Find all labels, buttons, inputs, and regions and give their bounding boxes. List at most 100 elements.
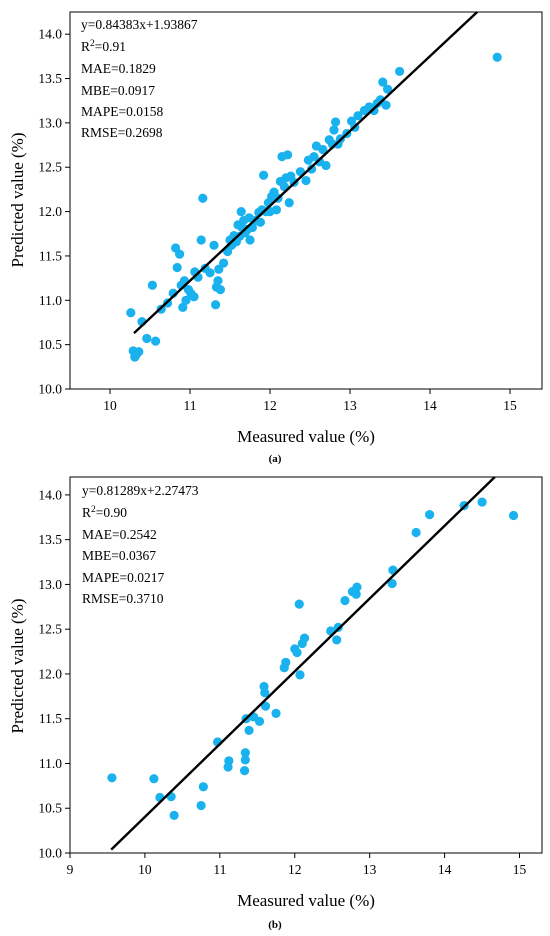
data-point — [240, 748, 250, 758]
data-point — [211, 300, 221, 310]
data-point — [213, 276, 223, 286]
x-tick-label: 14 — [438, 862, 452, 877]
r-squared-value: =0.91 — [95, 39, 126, 54]
r-squared: R2=0.90 — [82, 505, 127, 520]
x-tick-label: 10 — [103, 398, 117, 413]
y-tick-label: 13.5 — [38, 532, 62, 547]
data-point — [353, 111, 363, 121]
data-point — [292, 647, 302, 658]
y-tick-label: 12.0 — [38, 204, 62, 219]
x-tick-label: 12 — [288, 862, 302, 877]
data-point — [259, 170, 269, 180]
data-point — [209, 240, 219, 250]
data-point — [215, 285, 225, 295]
data-point — [260, 688, 270, 698]
y-tick-label: 12.0 — [38, 666, 62, 681]
x-tick-label: 9 — [67, 862, 74, 877]
data-point — [329, 125, 339, 135]
data-point — [244, 725, 254, 735]
data-point — [175, 249, 185, 259]
y-tick-label: 10.5 — [38, 337, 62, 352]
data-point — [395, 66, 405, 77]
data-point — [169, 810, 179, 821]
mae-value: MAE=0.2542 — [82, 527, 157, 542]
data-point — [284, 198, 294, 208]
data-point — [492, 52, 502, 62]
data-point — [196, 800, 206, 811]
x-axis-ticks: 9 10 11 12 13 14 15 — [67, 853, 527, 877]
data-point — [205, 268, 215, 278]
plot-frame — [69, 11, 543, 390]
x-tick-label: 15 — [513, 862, 527, 877]
data-point — [271, 205, 281, 215]
data-point — [134, 347, 144, 357]
data-point — [318, 144, 328, 155]
r-squared-symbol: R — [82, 505, 91, 520]
data-point — [383, 84, 393, 94]
r-squared-exponent: 2 — [91, 505, 96, 515]
y-tick-label: 12.5 — [38, 160, 62, 175]
stats-box: y=0.81289x+2.27473 R2=0.90 MAE=0.2542 MB… — [82, 483, 199, 606]
data-point — [281, 657, 291, 667]
data-point — [381, 100, 391, 110]
data-point — [351, 589, 361, 599]
data-point — [214, 264, 224, 274]
y-tick-label: 13.0 — [38, 115, 62, 130]
mape-value: MAPE=0.0158 — [81, 104, 163, 119]
y-tick-label: 14.0 — [38, 487, 62, 502]
data-point — [254, 716, 265, 727]
r-squared-exponent: 2 — [90, 39, 95, 49]
x-tick-label: 10 — [138, 862, 152, 877]
data-point — [219, 258, 229, 268]
data-point — [508, 510, 519, 521]
fit-line-group — [110, 476, 496, 851]
panel-label: (b) — [268, 919, 282, 931]
r-squared-value: =0.90 — [96, 505, 127, 520]
x-axis-title: Measured value (%) — [237, 427, 375, 446]
panel-a: 10 11 12 13 14 15 10.0 10.5 11.0 11.5 12.0 12.5 13.… — [8, 11, 543, 465]
x-tick-label: 11 — [184, 398, 197, 413]
data-point — [151, 336, 161, 346]
y-tick-label: 11.5 — [39, 248, 62, 263]
data-point — [236, 206, 246, 217]
x-tick-label: 13 — [363, 862, 377, 877]
data-point — [411, 527, 421, 538]
y-axis-title: Predicted value (%) — [8, 599, 27, 734]
data-point — [369, 105, 379, 116]
data-point — [149, 774, 159, 784]
y-axis-ticks: 10.0 10.5 11.0 11.5 12.0 12.5 13.0 13.5 14.0 — [38, 487, 70, 861]
mbe-value: MBE=0.0917 — [81, 83, 155, 98]
y-tick-label: 10.0 — [38, 382, 62, 397]
data-point — [245, 235, 255, 245]
y-tick-label: 11.0 — [39, 293, 62, 308]
y-tick-label: 11.5 — [39, 711, 62, 726]
data-point — [178, 302, 188, 312]
data-point — [196, 235, 206, 245]
y-tick-label: 11.0 — [39, 756, 62, 771]
data-point — [181, 295, 191, 305]
data-point — [107, 773, 117, 783]
panel-b: 9 10 11 12 13 14 15 10.0 10.5 11.0 11.5 12.0 12.5 13… — [8, 476, 543, 931]
data-point — [387, 578, 397, 589]
x-tick-label: 15 — [503, 398, 517, 413]
data-point — [294, 599, 304, 609]
data-point — [260, 701, 271, 711]
data-point — [142, 333, 152, 344]
y-tick-label: 13.5 — [38, 71, 62, 86]
y-axis-title: Predicted value (%) — [8, 133, 27, 268]
stats-box: y=0.84383x+1.93867 R2=0.91 MAE=0.1829 MB… — [81, 17, 198, 140]
y-tick-label: 10.5 — [38, 801, 62, 816]
data-point — [301, 175, 311, 186]
data-point — [425, 509, 435, 520]
data-point — [147, 280, 157, 290]
y-tick-label: 10.0 — [38, 846, 62, 861]
rmse-value: RMSE=0.2698 — [81, 125, 163, 140]
data-point — [321, 160, 331, 171]
plot-frame — [69, 476, 543, 854]
fit-equation: y=0.81289x+2.27473 — [82, 483, 199, 498]
fit-equation: y=0.84383x+1.93867 — [81, 17, 198, 32]
data-point — [240, 755, 250, 765]
y-tick-label: 14.0 — [38, 27, 62, 42]
mape-value: MAPE=0.0217 — [82, 570, 164, 585]
